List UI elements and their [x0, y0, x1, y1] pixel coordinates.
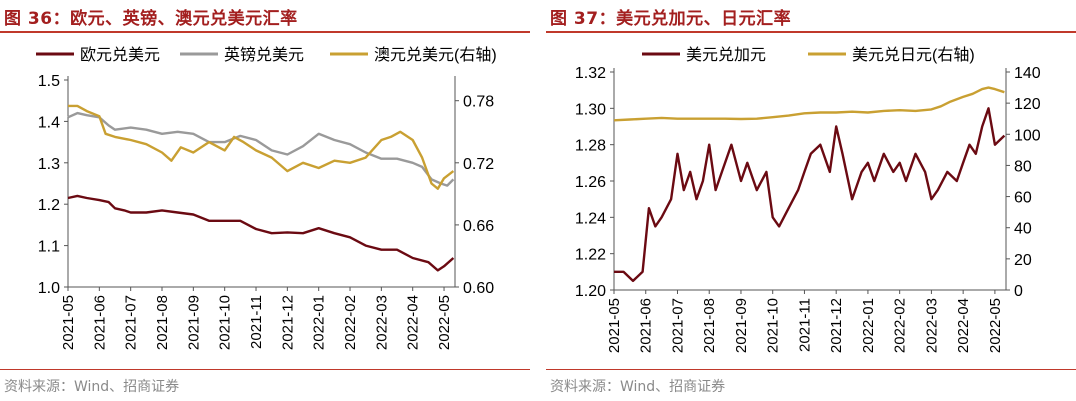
y-right-tick-label: 100 — [1014, 127, 1041, 144]
x-tick-label: 2021-09 — [733, 298, 750, 353]
series-line-2 — [613, 86, 1005, 122]
x-tick-label: 2022-01 — [860, 298, 877, 353]
x-tick-label: 2022-03 — [923, 298, 940, 353]
series-line-3 — [68, 104, 455, 190]
x-tick-label: 2021-08 — [701, 298, 718, 353]
source-note: 资料来源：Wind、招商证券 — [550, 379, 726, 395]
y-left-tick-label: 1.5 — [38, 73, 60, 90]
x-tick-label: 2022-01 — [311, 295, 328, 350]
y-left-tick-label: 1.22 — [575, 247, 606, 264]
y-left-tick-label: 1.26 — [575, 174, 606, 191]
legend-label: 欧元兑美元 — [80, 46, 160, 64]
y-left-tick-label: 1.1 — [38, 239, 60, 256]
y-right-tick-label: 0.66 — [463, 218, 494, 235]
x-tick-label: 2021-10 — [217, 295, 234, 350]
y-right-tick-label: 60 — [1014, 190, 1032, 207]
fx-rates-chart-left: 1.0 1.1 1.2 1.3 1.4 1.5 0.60 0.66 0.72 0.78 2021-0… — [36, 46, 497, 350]
x-tick-label: 2021-06 — [638, 298, 655, 353]
x-tick-label: 2021-12 — [828, 298, 845, 353]
legend-label: 美元兑加元 — [686, 46, 766, 64]
y-left-tick-label: 1.30 — [575, 101, 606, 118]
y-right-tick-label: 0.60 — [463, 280, 494, 297]
x-tick-label: 2021-09 — [185, 295, 202, 350]
figure-title: 图 36：欧元、英镑、澳元兑美元汇率 — [4, 9, 298, 29]
series-line-1 — [614, 107, 1006, 283]
x-tick-label: 2021-11 — [796, 298, 813, 352]
y-left-tick-label: 1.2 — [38, 197, 60, 214]
source-rule — [546, 369, 1076, 370]
x-tick-label: 2021-11 — [248, 295, 265, 349]
x-tick-label: 2021-05 — [606, 298, 623, 353]
source-rule — [0, 369, 530, 370]
y-right-tick-label: 120 — [1014, 96, 1041, 113]
y-left-tick-label: 1.3 — [38, 156, 60, 173]
x-tick-label: 2022-05 — [987, 298, 1004, 353]
x-tick-label: 2021-12 — [279, 295, 296, 350]
y-left-tick-label: 1.0 — [38, 280, 60, 297]
y-right-tick-label: 80 — [1014, 158, 1032, 175]
legend-label: 美元兑日元(右轴) — [852, 46, 975, 64]
series-line-1 — [67, 194, 455, 272]
x-tick-label: 2022-04 — [405, 295, 422, 350]
series-line-2 — [67, 111, 455, 187]
y-right-tick-label: 140 — [1014, 65, 1041, 82]
figure-37: 图 37：美元兑加元、日元汇率 1.20 1.22 1.24 1.26 1.28 1.30… — [546, 0, 1076, 401]
x-tick-label: 2021-05 — [60, 295, 77, 350]
x-tick-label: 2022-05 — [436, 295, 453, 350]
x-tick-label: 2022-03 — [373, 295, 390, 350]
x-tick-label: 2021-07 — [669, 298, 686, 353]
source-note: 资料来源：Wind、招商证券 — [4, 379, 180, 395]
y-right-tick-label: 0.78 — [463, 94, 494, 111]
y-right-tick-label: 0.72 — [463, 156, 494, 173]
y-left-tick-label: 1.4 — [38, 114, 60, 131]
legend-label: 英镑兑美元 — [224, 46, 304, 64]
x-tick-label: 2021-06 — [91, 295, 108, 350]
figure-title: 图 37：美元兑加元、日元汇率 — [550, 9, 792, 29]
y-left-tick-label: 1.24 — [575, 210, 606, 227]
y-right-tick-label: 20 — [1014, 252, 1032, 269]
x-tick-label: 2022-02 — [892, 298, 909, 353]
legend-label: 澳元兑美元(右轴) — [374, 46, 497, 64]
title-rule — [546, 31, 1076, 33]
y-left-tick-label: 1.28 — [575, 138, 606, 155]
x-tick-label: 2021-07 — [123, 295, 140, 350]
y-left-tick-label: 1.20 — [575, 283, 606, 300]
x-tick-label: 2022-02 — [342, 295, 359, 350]
y-right-tick-label: 40 — [1014, 221, 1032, 238]
x-tick-label: 2022-04 — [955, 298, 972, 353]
fx-rates-chart-right: 1.20 1.22 1.24 1.26 1.28 1.30 1.32 0 20 40 60 80 100… — [575, 46, 1041, 353]
figure-36: 图 36：欧元、英镑、澳元兑美元汇率 1.0 1.1 1.2 1.3 1.4 1.5 0.6… — [0, 0, 530, 401]
x-tick-label: 2021-10 — [765, 298, 782, 353]
title-rule — [0, 31, 530, 33]
y-left-tick-label: 1.32 — [575, 65, 606, 82]
y-right-tick-label: 0 — [1014, 283, 1023, 300]
x-tick-label: 2021-08 — [154, 295, 171, 350]
